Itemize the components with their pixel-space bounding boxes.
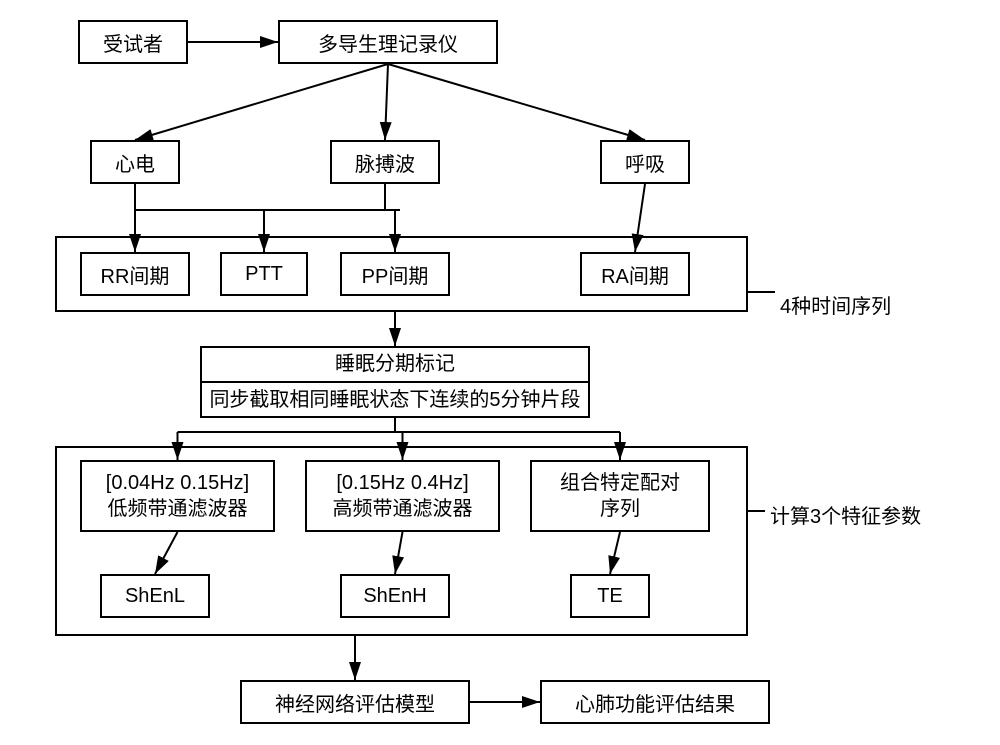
node-lowfilter: [0.04Hz 0.15Hz] 低频带通滤波器 [80,460,275,532]
node-ra: RA间期 [580,252,690,296]
node-polysom: 多导生理记录仪 [278,20,498,64]
node-ptt: PTT [220,252,308,296]
label-group2: 计算3个特征参数 [770,500,921,529]
node-result: 心肺功能评估结果 [540,680,770,724]
node-resp: 呼吸 [600,140,690,184]
node-pairing: 组合特定配对 序列 [530,460,710,532]
node-ecg: 心电 [90,140,180,184]
node-pulse: 脉搏波 [330,140,440,184]
node-nnmodel: 神经网络评估模型 [240,680,470,724]
node-shenl: ShEnL [100,574,210,618]
node-highfilter: [0.15Hz 0.4Hz] 高频带通滤波器 [305,460,500,532]
node-pp: PP间期 [340,252,450,296]
node-te: TE [570,574,650,618]
node-rr: RR间期 [80,252,190,296]
node-subject: 受试者 [78,20,188,64]
node-sleep: 睡眠分期标记 同步截取相同睡眠状态下连续的5分钟片段 [200,346,590,418]
node-shenh: ShEnH [340,574,450,618]
label-group1: 4种时间序列 [780,290,891,319]
